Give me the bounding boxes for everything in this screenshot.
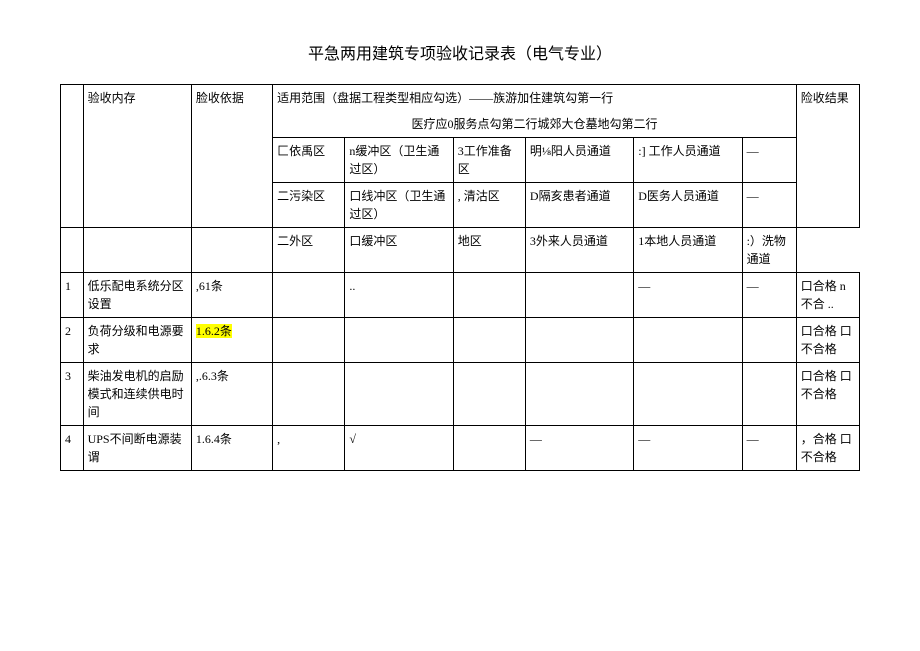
scope-header-1: 适用范围（盘据工程类型相应勾选）——族游加住建筑勾第一行 [273,85,797,112]
sub-r3-c2: 口缓冲区 [345,228,453,273]
row-result: 口合格 口不合格 [796,363,859,426]
row-cell [453,318,525,363]
col-result-header: 险收结果 [796,85,859,228]
row-cell: .. [345,273,453,318]
row-cell [634,318,742,363]
col-basis-header: 脸收依据 [191,85,272,228]
row-cell [742,318,796,363]
page-title: 平急两用建筑专项验收记录表（电气专业） [60,40,860,64]
sub-r1-c3: 3工作准备区 [453,138,525,183]
sub-r2-c3: , 清沽区 [453,183,525,228]
row-cell [345,363,453,426]
row-cell: — [742,426,796,471]
row-num: 1 [61,273,84,318]
row-num: 2 [61,318,84,363]
row-cell [453,363,525,426]
row-basis: ,61条 [191,273,272,318]
highlighted-text: 1.6.2条 [196,324,232,338]
sub-r1-c6: — [742,138,796,183]
row-content: 负荷分级和电源要求 [83,318,191,363]
row-cell [273,318,345,363]
row-cell [345,318,453,363]
row-cell [525,363,633,426]
row-num: 4 [61,426,84,471]
row-cell [742,363,796,426]
subheader-row-3: 二外区 口缓冲区 地区 3外来人员通道 1本地人员通道 :）洗物通道 [61,228,860,273]
sub-r2-c5: D医务人员通道 [634,183,742,228]
sub-r1-c1: 匚依禹区 [273,138,345,183]
row-cell [273,273,345,318]
row-cell [525,273,633,318]
sub-r1-c4: 明⅛阳人员通道 [525,138,633,183]
row-cell: — [634,273,742,318]
scope-header-2: 医疗应0服务点勾第二行城郊大仓墓地勾第二行 [273,111,797,138]
sub-r2-c4: D隔亥患者通道 [525,183,633,228]
sub-r1-c2: n缓冲区（卫生通过区） [345,138,453,183]
row-result: 口合格 口不合格 [796,318,859,363]
row-cell: — [742,273,796,318]
row-cell [453,426,525,471]
row-cell: √ [345,426,453,471]
row-num: 3 [61,363,84,426]
header-row-1: 验收内存 脸收依据 适用范围（盘据工程类型相应勾选）——族游加住建筑勾第一行 险… [61,85,860,112]
row-cell [525,318,633,363]
empty-basis [191,228,272,273]
row-content: 柴油发电机的启励模式和连续供电时间 [83,363,191,426]
row-basis: 1.6.2条 [191,318,272,363]
sub-r1-c5: :] 工作人员通道 [634,138,742,183]
table-row: 3 柴油发电机的启励模式和连续供电时间 ,.6.3条 口合格 口不合格 [61,363,860,426]
table-row: 1 低乐配电系统分区设置 ,61条 .. — — 口合格 n不合 .. [61,273,860,318]
row-cell: , [273,426,345,471]
empty-num [61,228,84,273]
table-row: 2 负荷分级和电源要求 1.6.2条 口合格 口不合格 [61,318,860,363]
col-content-header: 验收内存 [83,85,191,228]
row-cell: — [634,426,742,471]
col-num-header [61,85,84,228]
sub-r3-c6: :）洗物通道 [742,228,796,273]
inspection-table: 验收内存 脸收依据 适用范围（盘据工程类型相应勾选）——族游加住建筑勾第一行 险… [60,84,860,471]
row-cell: — [525,426,633,471]
row-cell [634,363,742,426]
row-cell [453,273,525,318]
table-row: 4 UPS不间断电源装谓 1.6.4条 , √ — — — ，合格 口不合格 [61,426,860,471]
row-basis: ,.6.3条 [191,363,272,426]
empty-content [83,228,191,273]
sub-r3-c5: 1本地人员通道 [634,228,742,273]
row-cell [273,363,345,426]
row-basis: 1.6.4条 [191,426,272,471]
sub-r3-c1: 二外区 [273,228,345,273]
row-result: 口合格 n不合 .. [796,273,859,318]
row-result: ，合格 口不合格 [796,426,859,471]
sub-r2-c1: 二污染区 [273,183,345,228]
sub-r3-c3: 地区 [453,228,525,273]
row-content: 低乐配电系统分区设置 [83,273,191,318]
sub-r2-c6: — [742,183,796,228]
sub-r3-c4: 3外来人员通道 [525,228,633,273]
sub-r2-c2: 口线冲区（卫生通过区） [345,183,453,228]
row-content: UPS不间断电源装谓 [83,426,191,471]
